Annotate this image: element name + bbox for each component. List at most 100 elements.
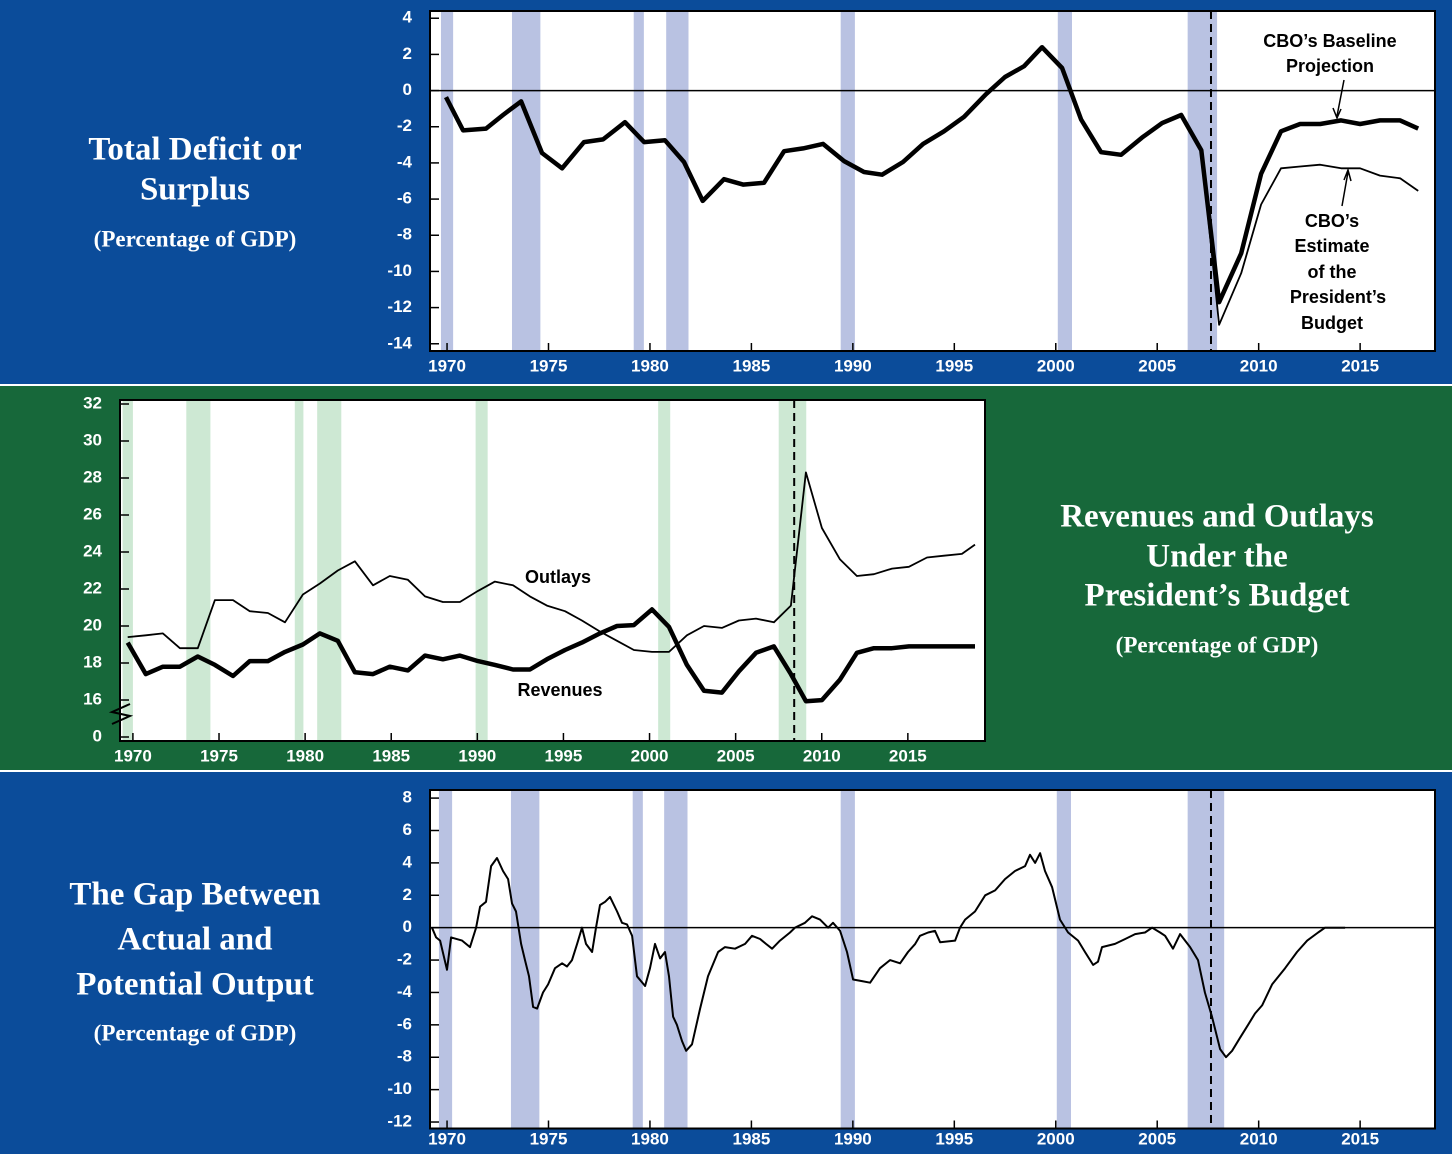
annotation: of the	[1308, 262, 1357, 282]
x-tick-label: 2015	[889, 746, 927, 765]
y-tick-label: 2	[403, 885, 412, 904]
y-tick-label: 30	[83, 430, 102, 449]
series-label: Revenues	[517, 680, 602, 700]
recession-band	[1056, 790, 1071, 1129]
y-tick-label: -14	[387, 333, 412, 352]
x-tick-label: 1990	[834, 1129, 872, 1148]
panel-subtitle: (Percentage of GDP)	[94, 226, 297, 251]
x-tick-label: 2005	[717, 746, 755, 765]
x-tick-label: 1995	[935, 1129, 973, 1148]
y-tick-label: -4	[397, 152, 413, 171]
y-tick-label: -8	[397, 1047, 412, 1066]
y-tick-label: 0	[403, 917, 412, 936]
panel-title: Under the	[1146, 539, 1287, 575]
overlays: CBO’s Baseline Projection CBO’s Estimate…	[108, 31, 1397, 725]
panel-title: President’s Budget	[1085, 578, 1350, 614]
panel: -12 -10 -8 -6 -4 -2 0 2 4 6 8 1970 1975 1980 1985 1990 1…	[69, 788, 1436, 1148]
y-tick-label: -2	[397, 950, 412, 969]
x-tick-label: 1970	[428, 1129, 466, 1148]
data-line	[443, 44, 1420, 305]
x-tick-label: 1980	[631, 1129, 669, 1148]
x-tick-label: 2000	[631, 746, 669, 765]
annotation: Budget	[1301, 313, 1363, 333]
x-tick-label: 2000	[1037, 1129, 1075, 1148]
recession-band	[1057, 11, 1072, 351]
x-tick-label: 1990	[834, 356, 872, 375]
y-tick-label: -12	[387, 297, 412, 316]
x-tick-label: 1975	[530, 1129, 568, 1148]
x-tick-label: 1975	[200, 746, 238, 765]
y-tick-label: 8	[403, 788, 412, 807]
y-tick-label: 22	[83, 578, 102, 597]
annotation: President’s	[1290, 287, 1386, 307]
plot-frame	[119, 399, 986, 742]
y-tick-label: 4	[403, 8, 413, 27]
recession-band	[658, 400, 671, 741]
data-line	[127, 471, 976, 653]
panel-title: Revenues and Outlays	[1060, 499, 1374, 535]
recession-band	[511, 11, 541, 351]
x-tick-label: 2015	[1341, 356, 1379, 375]
annotation: Projection	[1286, 56, 1374, 76]
annotation: Estimate	[1294, 236, 1369, 256]
recession-band	[475, 400, 488, 741]
x-tick-label: 1985	[732, 356, 770, 375]
y-tick-label: 24	[83, 541, 102, 560]
annotation: CBO’s Baseline	[1263, 31, 1396, 51]
annotation: CBO’s	[1305, 211, 1359, 231]
panel-title: The Gap Between	[69, 877, 320, 913]
x-tick-label: 1970	[114, 746, 152, 765]
y-tick-label: 2	[403, 44, 412, 63]
recession-band	[122, 400, 133, 741]
recession-band	[294, 400, 304, 741]
x-tick-label: 1995	[545, 746, 583, 765]
x-tick-label: 1980	[286, 746, 324, 765]
recession-band	[778, 400, 807, 741]
recession-band	[632, 790, 643, 1129]
recession-band	[1187, 11, 1218, 351]
plot-area	[120, 400, 985, 741]
panel-subtitle: (Percentage of GDP)	[94, 1020, 297, 1045]
y-tick-label: -8	[397, 225, 412, 244]
plot-area	[430, 11, 1435, 351]
recession-band	[666, 11, 689, 351]
y-tick-label: -10	[387, 261, 412, 280]
annotation-arrow	[1332, 79, 1345, 120]
x-tick-label: 1985	[372, 746, 410, 765]
y-tick-label: -6	[397, 189, 412, 208]
y-tick-label: 32	[83, 393, 102, 412]
panel-title: Actual and	[118, 922, 273, 958]
plot-area	[430, 790, 1435, 1129]
recession-band	[633, 11, 644, 351]
y-tick-label: 16	[83, 689, 102, 708]
y-tick-label: 28	[83, 467, 102, 486]
x-tick-label: 2010	[1240, 356, 1278, 375]
plot-frame	[429, 10, 1436, 352]
y-tick-label: 0	[403, 80, 412, 99]
x-tick-label: 1975	[530, 356, 568, 375]
recession-band	[186, 400, 211, 741]
x-tick-label: 2010	[803, 746, 841, 765]
series-label: Outlays	[525, 567, 591, 587]
data-line	[431, 852, 1346, 1059]
x-tick-label: 2000	[1037, 356, 1075, 375]
x-tick-label: 2005	[1138, 356, 1176, 375]
panel-title: Surplus	[140, 172, 250, 208]
y-tick-label: -10	[387, 1079, 412, 1098]
y-tick-label: 26	[83, 504, 102, 523]
y-tick-label: 4	[403, 852, 413, 871]
data-line	[125, 607, 975, 704]
x-tick-label: 2010	[1240, 1129, 1278, 1148]
x-tick-label: 1985	[732, 1129, 770, 1148]
y-tick-label: 6	[403, 820, 412, 839]
x-tick-label: 1995	[935, 356, 973, 375]
plot-frame	[429, 789, 1436, 1130]
panel-subtitle: (Percentage of GDP)	[1116, 632, 1319, 657]
recession-band	[840, 11, 855, 351]
y-tick-label: -4	[397, 982, 413, 1001]
panel-title: Potential Output	[76, 967, 313, 1003]
annotation-arrow	[1341, 167, 1352, 207]
x-tick-label: 1980	[631, 356, 669, 375]
